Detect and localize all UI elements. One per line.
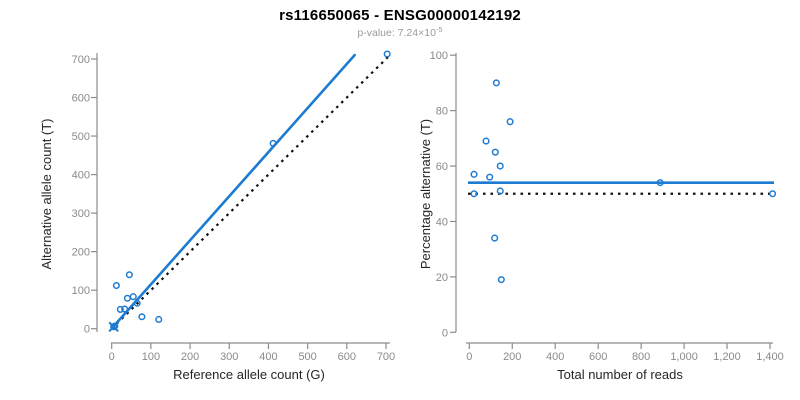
y-tick-label: 100 [430, 50, 448, 62]
y-tick-label: 0 [442, 327, 448, 339]
identity-dotted-line [110, 56, 389, 330]
data-point [496, 187, 504, 195]
pvalue-subtitle: p-value: 7.24×10-5 [0, 25, 800, 39]
x-axis-title: Reference allele count (G) [173, 367, 325, 382]
x-tick-label: 600 [589, 351, 607, 363]
data-point [491, 148, 499, 156]
x-tick-label: 800 [632, 351, 650, 363]
data-point [491, 234, 499, 242]
x-tick-label: 300 [220, 351, 238, 363]
data-point [125, 271, 133, 279]
data-point [116, 305, 124, 313]
data-point [492, 79, 500, 87]
data-point [470, 170, 478, 178]
x-tick-label: 600 [338, 351, 356, 363]
data-point [129, 293, 137, 301]
x-tick-label: 700 [377, 351, 395, 363]
x-tick-label: 1,400 [756, 351, 784, 363]
data-point [269, 139, 277, 147]
percentage-scatter-plot: 0 20 40 60 80 100 0 200 400 600 800 1,000 1,200 1,400… [418, 50, 784, 382]
y-axis-title: Alternative allele count (T) [39, 118, 54, 269]
data-point [121, 305, 129, 313]
pvalue-prefix: p-value: [357, 27, 398, 39]
x-tick-label: 400 [259, 351, 277, 363]
y-tick-label: 500 [72, 131, 90, 143]
y-tick-label: 60 [436, 161, 448, 173]
pvalue-mantissa: 7.24 [397, 27, 419, 39]
pvalue-times-sign: × [418, 27, 425, 39]
y-tick-label: 400 [72, 170, 90, 182]
x-tick-label: 500 [298, 351, 316, 363]
data-point [482, 137, 490, 145]
x-tick-label: 0 [109, 351, 115, 363]
pvalue-exponent: -5 [435, 25, 443, 34]
y-axis-title: Percentage alternative (T) [418, 119, 433, 269]
y-tick-label: 80 [436, 106, 448, 118]
counts-scatter-plot: 0 100 200 300 400 500 600 700 0 100 200 300 400 500 60… [39, 50, 395, 382]
x-tick-label: 200 [181, 351, 199, 363]
y-tick-label: 200 [72, 247, 90, 259]
data-point [138, 313, 146, 321]
fit-line [111, 53, 356, 329]
y-tick-label: 100 [72, 285, 90, 297]
data-point [486, 173, 494, 181]
x-tick-label: 1,200 [713, 351, 741, 363]
data-point [111, 322, 119, 330]
data-point [155, 315, 163, 324]
data-point [656, 179, 664, 187]
data-point [497, 276, 505, 284]
data-point [123, 294, 131, 302]
x-tick-label: 200 [503, 351, 521, 363]
data-point [383, 50, 391, 58]
data-point [470, 190, 478, 198]
x-tick-label: 400 [546, 351, 564, 363]
y-tick-label: 300 [72, 208, 90, 220]
y-tick-label: 40 [436, 216, 448, 228]
data-point [112, 281, 120, 290]
y-tick-label: 600 [72, 93, 90, 105]
y-tick-label: 700 [72, 54, 90, 66]
pvalue-base: 10 [424, 27, 436, 39]
data-point [133, 299, 141, 307]
y-tick-label: 0 [84, 324, 90, 336]
x-axis-title: Total number of reads [557, 367, 683, 382]
x-tick-label: 1,000 [670, 351, 698, 363]
page-title: rs116650065 - ENSG00000142192 [279, 7, 521, 24]
x-tick-label: 100 [142, 351, 160, 363]
x-tick-label: 0 [466, 351, 472, 363]
data-point [769, 190, 777, 198]
y-tick-label: 20 [436, 272, 448, 284]
data-point [506, 118, 514, 126]
data-point [496, 162, 504, 170]
